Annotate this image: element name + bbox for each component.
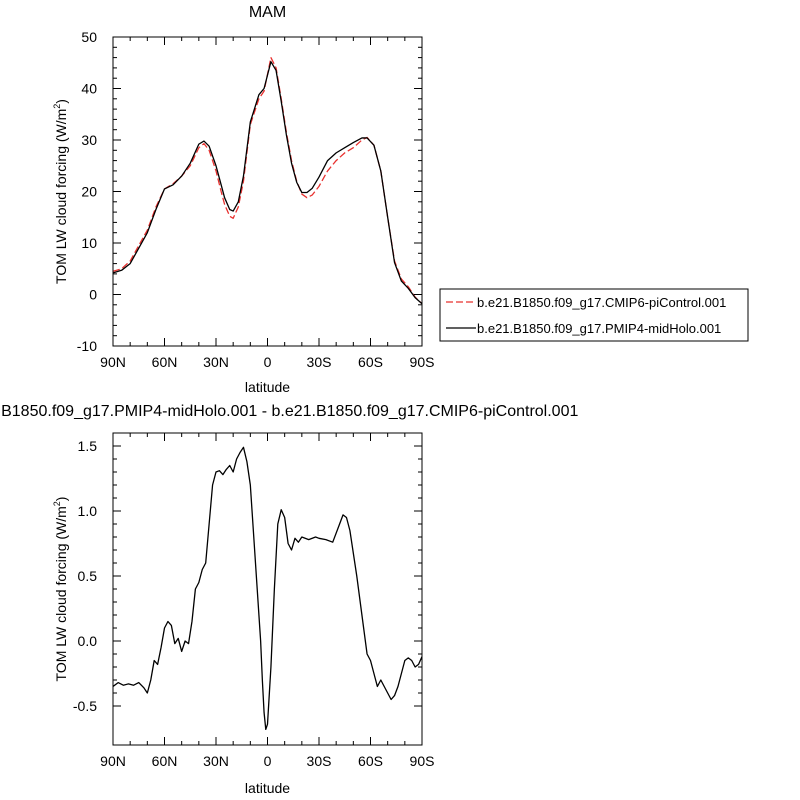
legend-box — [439, 288, 749, 342]
series-line-1 — [113, 56, 422, 305]
y-tick-label: 0.0 — [78, 633, 98, 649]
y-tick-label: 50 — [81, 29, 97, 45]
y-tick-label: 1.5 — [78, 438, 98, 454]
x-tick-label: 90N — [100, 753, 126, 769]
series-line-2 — [113, 61, 422, 305]
y-tick-label: 20 — [81, 184, 97, 200]
x-tick-label: 60N — [152, 354, 178, 370]
y-tick-label: 1.0 — [78, 503, 98, 519]
x-tick-label: 90N — [100, 354, 126, 370]
x-tick-label: 60N — [152, 753, 178, 769]
x-tick-label: 30S — [307, 753, 332, 769]
x-tick-label: 30N — [203, 354, 229, 370]
x-tick-label: 0 — [264, 753, 272, 769]
y-tick-label: 0.5 — [78, 568, 98, 584]
chart-title: b.e21.B1850.f09_g17.PMIP4-midHolo.001 - … — [0, 403, 578, 420]
chart-title: MAM — [249, 4, 286, 21]
x-tick-label: 60S — [358, 753, 383, 769]
y-tick-label: -0.5 — [73, 698, 97, 714]
plot-frame — [112, 432, 423, 746]
x-tick-label: 90S — [410, 753, 435, 769]
y-tick-label: 10 — [81, 235, 97, 251]
y-axis-label: TOM LW cloud forcing (W/m2) — [52, 497, 69, 682]
x-axis-label: latitude — [245, 780, 290, 796]
chart-panel-2: b.e21.B1850.f09_g17.PMIP4-midHolo.001 - … — [0, 403, 578, 796]
y-tick-label: 0 — [89, 287, 97, 303]
x-tick-label: 0 — [264, 354, 272, 370]
plot-frame — [112, 36, 423, 347]
series-line-1 — [113, 446, 422, 731]
x-tick-label: 60S — [358, 354, 383, 370]
y-tick-label: 30 — [81, 132, 97, 148]
chart-panel-1: MAM 90N 60N 30N 0 30S 60S 90S -10 0 10 20 30 40 50 lati… — [52, 4, 434, 395]
x-tick-label: 30N — [203, 753, 229, 769]
legend-label-2: b.e21.B1850.f09_g17.PMIP4-midHolo.001 — [477, 321, 721, 336]
x-axis-label: latitude — [245, 379, 290, 395]
y-tick-label: -10 — [77, 338, 97, 354]
x-tick-label: 30S — [307, 354, 332, 370]
legend-label-1: b.e21.B1850.f09_g17.CMIP6-piControl.001 — [477, 295, 726, 310]
y-axis-label: TOM LW cloud forcing (W/m2) — [52, 99, 69, 284]
y-tick-label: 40 — [81, 81, 97, 97]
legend: b.e21.B1850.f09_g17.CMIP6-piControl.001b… — [439, 288, 749, 342]
x-tick-label: 90S — [410, 354, 435, 370]
